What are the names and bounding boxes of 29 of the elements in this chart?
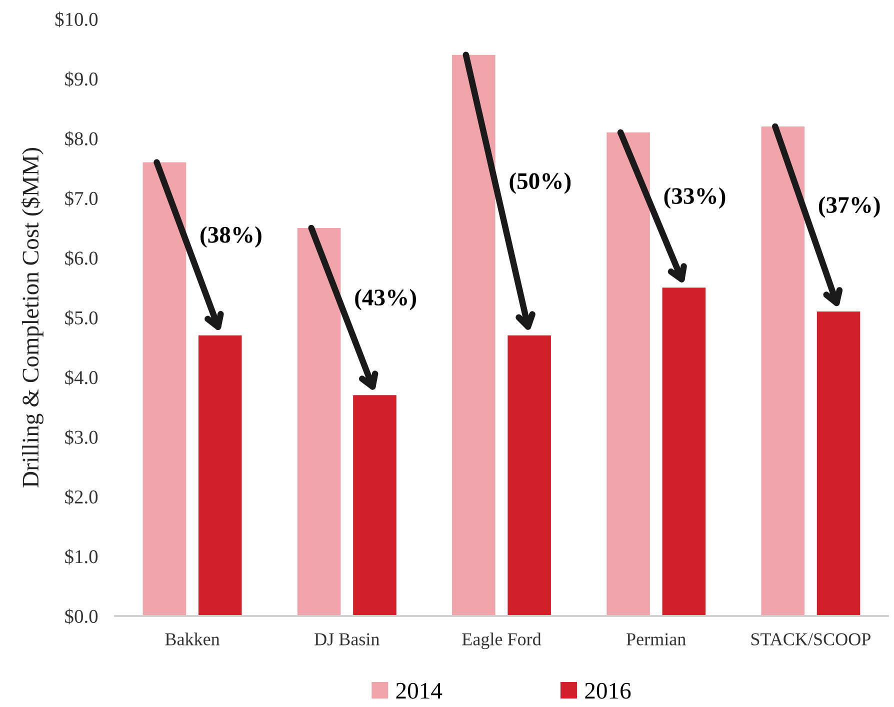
y-tick-label: $0.0 bbox=[65, 608, 98, 624]
bar bbox=[198, 335, 242, 616]
legend-label: 2014 bbox=[396, 682, 442, 699]
y-tick-label: $10.0 bbox=[55, 12, 98, 28]
y-tick-label: $3.0 bbox=[65, 430, 98, 446]
y-axis-title: Drilling & Completion Cost ($MM) bbox=[21, 148, 44, 488]
x-tick-label: Permian bbox=[626, 633, 686, 646]
annotation: (37%) bbox=[818, 196, 880, 218]
y-tick-label: $7.0 bbox=[65, 190, 98, 206]
y-tick-label: $8.0 bbox=[65, 131, 98, 147]
y-tick-label: $2.0 bbox=[65, 489, 98, 505]
y-tick-label: $1.0 bbox=[65, 548, 98, 565]
y-tick-label: $5.0 bbox=[65, 310, 98, 326]
y-tick-label: $9.0 bbox=[65, 71, 98, 87]
bar bbox=[816, 312, 860, 616]
x-tick-label: DJ Basin bbox=[314, 633, 380, 646]
annotation: (50%) bbox=[510, 172, 571, 194]
x-tick-label: Bakken bbox=[165, 632, 220, 646]
x-tick-label: Eagle Ford bbox=[462, 632, 542, 650]
y-tick-label: $6.0 bbox=[65, 250, 98, 266]
legend-label: 2016 bbox=[585, 682, 631, 699]
bar bbox=[353, 395, 396, 616]
y-tick-label: $4.0 bbox=[65, 370, 98, 386]
x-tick-label: STACK/SCOOP bbox=[751, 633, 870, 646]
annotation: (38%) bbox=[200, 226, 262, 248]
annotation: (33%) bbox=[664, 187, 726, 209]
bar bbox=[662, 288, 706, 616]
annotation: (43%) bbox=[355, 288, 416, 310]
bar bbox=[508, 335, 551, 616]
